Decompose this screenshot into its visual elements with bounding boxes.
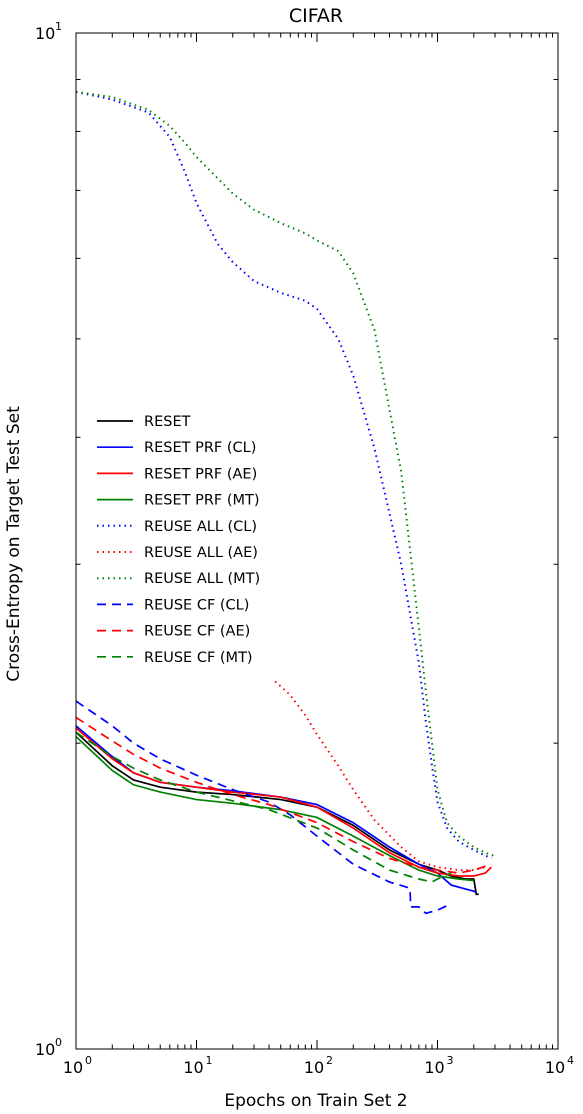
legend-label: REUSE CF (MT): [144, 650, 253, 666]
x-tick-exponent: 0: [85, 1054, 92, 1067]
legend-label: REUSE ALL (CL): [144, 519, 257, 535]
series-layer: [76, 90, 494, 915]
legend-label: REUSE CF (CL): [144, 597, 249, 613]
x-tick-exponent: 2: [326, 1054, 333, 1067]
x-tick-exponent: 4: [567, 1054, 574, 1067]
legend-label: RESET PRF (AE): [144, 466, 257, 482]
y-tick-label: 10: [35, 1040, 55, 1059]
series-line-reuse-all-ae: [274, 680, 486, 872]
x-tick-label: 10: [183, 1058, 203, 1077]
x-tick-label: 10: [63, 1058, 83, 1077]
series-line-reset: [76, 731, 479, 896]
plot-frame: [75, 32, 559, 1050]
chart-title: CIFAR: [289, 5, 343, 27]
legend-label: REUSE ALL (MT): [144, 571, 260, 587]
series-line-reset-prf-ae: [76, 727, 492, 877]
y-axis-label: Cross-Entropy on Target Test Set: [4, 406, 24, 682]
y-tick-label: 10: [35, 24, 55, 43]
legend-label: REUSE CF (AE): [144, 624, 250, 640]
legend-label: RESET PRF (MT): [144, 493, 260, 509]
x-tick-label: 10: [424, 1058, 444, 1077]
y-tick-exponent: 0: [55, 1036, 62, 1049]
legend-label: RESET PRF (CL): [144, 440, 256, 456]
series-line-reuse-all-mt: [76, 90, 494, 857]
series-line-reuse-all-cl: [76, 90, 492, 860]
x-tick-exponent: 3: [447, 1054, 454, 1067]
series-line-reset-prf-mt: [76, 735, 474, 882]
ticks-layer: 10 0 10 1 10 2 10 3 10 410 010 1: [35, 20, 574, 1077]
x-tick-exponent: 1: [206, 1054, 213, 1067]
legend: RESET RESET PRF (CL) RESET PRF (AE) RESET P…: [97, 414, 260, 666]
x-tick-label: 10: [545, 1058, 565, 1077]
y-tick-exponent: 1: [55, 20, 62, 33]
legend-label: REUSE ALL (AE): [144, 545, 258, 561]
series-line-reuse-cf-ae: [76, 716, 492, 874]
series-line-reuse-cf-cl: [76, 700, 452, 915]
x-tick-label: 10: [304, 1058, 324, 1077]
x-axis-label: Epochs on Train Set 2: [224, 1091, 407, 1111]
legend-label: RESET: [144, 414, 191, 430]
